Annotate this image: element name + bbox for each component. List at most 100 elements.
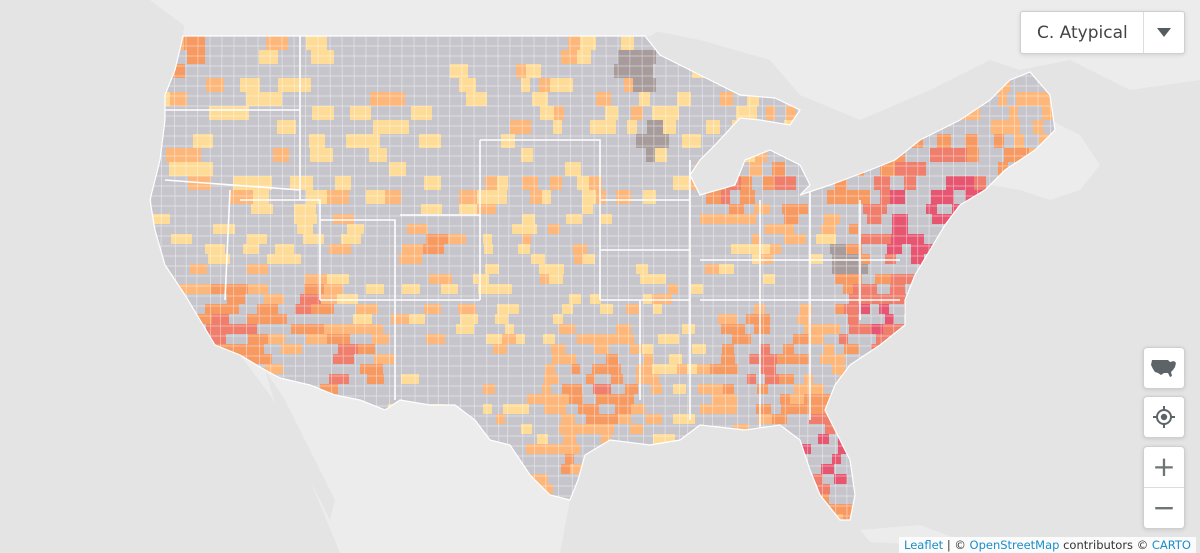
county-cell xyxy=(880,162,895,176)
county-cell xyxy=(668,284,678,294)
county-cell xyxy=(542,384,551,394)
county-cell xyxy=(590,120,606,134)
county-cell xyxy=(627,120,637,134)
county-cell xyxy=(522,120,531,134)
county-cell xyxy=(466,92,487,106)
county-cell xyxy=(774,176,786,190)
county-cell xyxy=(712,404,722,414)
county-cell xyxy=(333,214,354,224)
county-cell xyxy=(233,176,255,190)
county-cell xyxy=(247,344,264,354)
county-cell xyxy=(190,264,207,274)
county-cell xyxy=(747,374,756,384)
county-cell xyxy=(532,92,548,106)
county-cell xyxy=(312,106,334,120)
county-cell xyxy=(691,134,701,148)
county-cell xyxy=(728,314,737,324)
zoom-in-button[interactable]: + xyxy=(1144,447,1184,487)
county-cell xyxy=(419,134,441,148)
county-cell xyxy=(356,304,378,314)
county-cell xyxy=(241,324,257,334)
county-cell xyxy=(399,254,422,264)
county-cell xyxy=(251,204,273,214)
county-cell xyxy=(602,384,611,394)
county-cell xyxy=(772,162,785,176)
county-cell xyxy=(644,354,653,364)
crosshair-icon[interactable] xyxy=(1143,396,1185,438)
openstreetmap-link[interactable]: OpenStreetMap xyxy=(969,538,1060,552)
county-cell xyxy=(797,204,808,214)
county-cell xyxy=(306,190,327,204)
county-cell xyxy=(327,334,350,344)
county-cell xyxy=(882,234,891,244)
county-cell xyxy=(606,120,616,134)
county-cell xyxy=(890,190,905,204)
filter-dropdown[interactable]: C. Atypical xyxy=(1020,11,1185,54)
county-cell xyxy=(700,404,712,414)
county-cell xyxy=(459,190,477,204)
county-cell xyxy=(746,314,761,324)
county-cell xyxy=(549,274,563,284)
county-cell xyxy=(732,334,741,344)
county-cell xyxy=(804,374,813,384)
county-cell xyxy=(456,324,474,334)
county-cell xyxy=(227,294,245,304)
county-cell xyxy=(295,78,311,92)
county-cell xyxy=(892,224,908,234)
county-cell xyxy=(602,414,618,424)
county-cell xyxy=(600,214,612,224)
county-cell xyxy=(473,274,489,284)
county-cell xyxy=(873,294,888,304)
county-cell xyxy=(734,424,749,434)
county-cell xyxy=(633,78,647,92)
county-cell xyxy=(531,254,545,264)
county-cell xyxy=(914,234,924,244)
county-cell xyxy=(901,234,914,244)
county-cell xyxy=(601,424,614,434)
county-cell xyxy=(817,484,830,494)
county-cell xyxy=(600,304,613,314)
county-cell xyxy=(861,190,870,204)
filter-selected-value[interactable]: C. Atypical xyxy=(1037,22,1128,43)
county-cell xyxy=(873,204,887,214)
county-cell xyxy=(539,78,550,92)
county-cell xyxy=(566,214,582,224)
county-cell xyxy=(205,244,225,254)
county-cell xyxy=(196,314,212,324)
county-cell xyxy=(499,284,512,294)
county-cell xyxy=(577,334,592,344)
county-cell xyxy=(522,176,538,190)
county-cell xyxy=(486,334,502,344)
county-cell xyxy=(373,120,390,134)
county-cell xyxy=(687,364,697,374)
county-cell xyxy=(616,324,631,334)
carto-link[interactable]: CARTO xyxy=(1151,538,1191,552)
county-cell xyxy=(185,148,201,162)
county-cell xyxy=(618,414,631,424)
county-cell xyxy=(187,50,205,64)
county-cell xyxy=(628,64,640,78)
zoom-out-button[interactable]: − xyxy=(1144,488,1184,528)
county-cell xyxy=(1002,120,1011,134)
county-cell xyxy=(821,464,834,474)
leaflet-link[interactable]: Leaflet xyxy=(904,538,944,552)
county-cell xyxy=(530,190,542,204)
county-cell xyxy=(782,204,797,214)
county-cell xyxy=(630,50,642,64)
chevron-down-icon[interactable] xyxy=(1143,12,1184,53)
county-cell xyxy=(879,304,889,314)
county-cell xyxy=(639,92,650,106)
usa-map-icon[interactable] xyxy=(1143,347,1185,389)
county-cell xyxy=(266,36,288,50)
county-cell xyxy=(682,134,691,148)
plus-icon: + xyxy=(1152,450,1176,483)
county-cell xyxy=(740,214,756,224)
county-cell xyxy=(849,294,861,304)
county-cell xyxy=(766,106,775,120)
county-cell xyxy=(820,354,831,364)
county-cell xyxy=(892,214,908,224)
county-cell xyxy=(586,374,595,384)
county-cell xyxy=(278,78,295,92)
county-cell xyxy=(974,176,986,190)
